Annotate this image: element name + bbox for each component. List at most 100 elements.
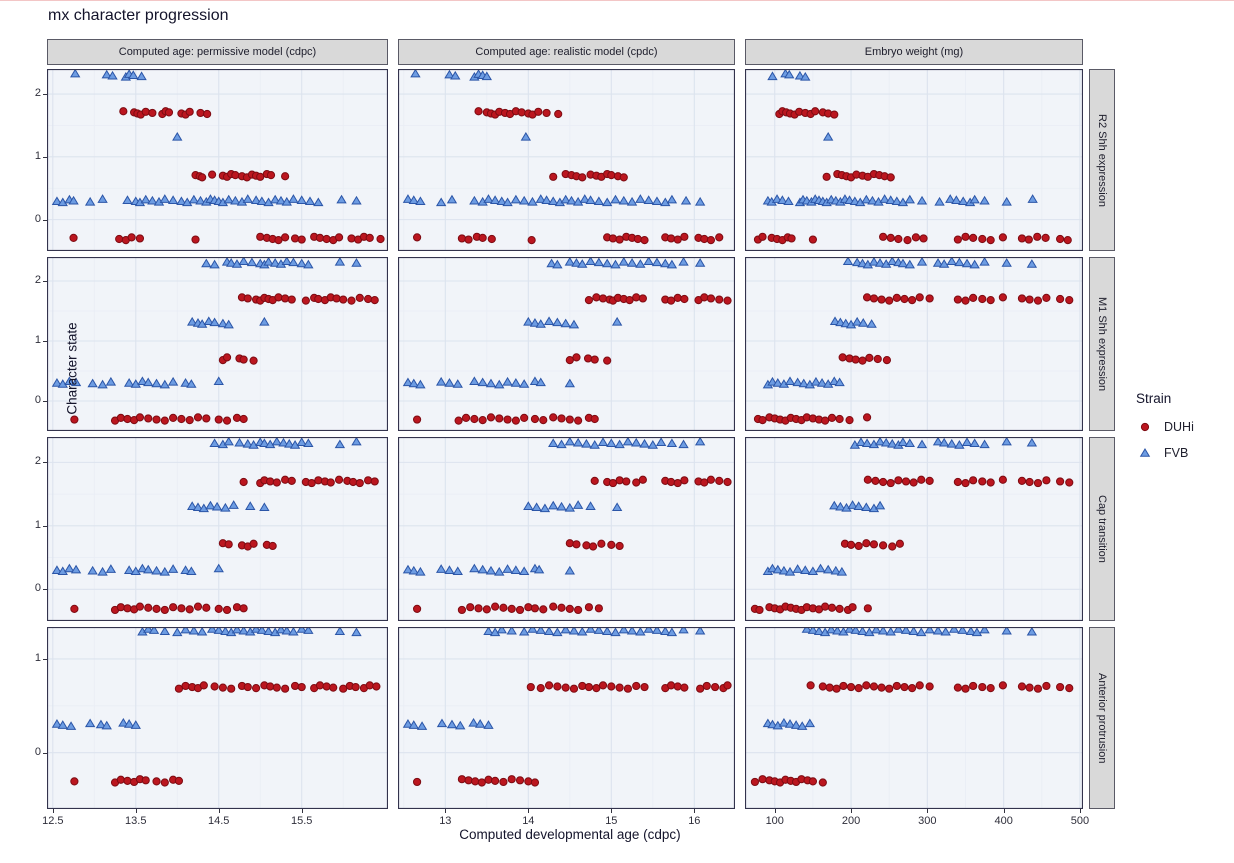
data-point-duhi: [986, 684, 995, 693]
data-point-fvb: [783, 196, 794, 206]
data-point-duhi: [835, 604, 844, 613]
data-point-fvb: [334, 257, 346, 266]
data-point-fvb: [518, 627, 530, 636]
data-point-duhi: [827, 603, 837, 612]
data-point-fvb: [568, 627, 580, 635]
data-point-duhi: [886, 233, 895, 242]
data-point-fvb: [614, 439, 625, 449]
data-point-duhi: [287, 476, 296, 485]
data-point-duhi: [917, 475, 926, 484]
data-point-duhi: [144, 603, 153, 612]
data-point-duhi: [615, 541, 624, 551]
data-point-fvb: [610, 259, 621, 269]
data-point-duhi: [365, 681, 374, 690]
x-tick-label: 13: [439, 815, 452, 827]
data-point-duhi: [478, 233, 487, 242]
data-point-duhi: [619, 173, 628, 182]
data-point-duhi: [218, 683, 227, 692]
data-point-fvb: [581, 438, 592, 448]
data-point-fvb: [303, 259, 314, 269]
data-point-duhi: [862, 681, 871, 690]
data-point-fvb: [851, 316, 863, 326]
data-point-duhi: [978, 477, 987, 486]
data-point-fvb: [296, 627, 307, 633]
data-point-duhi: [1033, 232, 1042, 241]
data-point-fvb: [835, 501, 846, 511]
data-point-fvb: [256, 196, 268, 206]
data-point-duhi: [266, 171, 276, 180]
data-point-fvb: [469, 195, 480, 205]
data-point-duhi: [582, 541, 591, 550]
data-point-fvb: [101, 69, 112, 79]
data-point-fvb: [211, 501, 223, 511]
facet-panel-r1-c2: [745, 257, 1083, 431]
data-point-duhi: [907, 296, 917, 305]
data-point-fvb: [231, 627, 243, 634]
facet-panel-r0-c2: [745, 69, 1083, 251]
data-point-duhi: [347, 296, 356, 305]
data-point-fvb: [250, 627, 262, 633]
data-point-fvb: [87, 378, 98, 388]
data-point-fvb: [916, 627, 927, 637]
data-point-duhi: [700, 478, 709, 487]
data-point-duhi: [185, 605, 194, 614]
data-point-duhi: [594, 604, 603, 613]
data-point-fvb: [651, 196, 663, 206]
data-point-fvb: [560, 318, 571, 328]
data-point-fvb: [871, 627, 882, 634]
data-point-duhi: [123, 604, 132, 613]
data-point-fvb: [351, 258, 362, 267]
data-point-duhi: [116, 775, 125, 784]
data-point-duhi: [507, 775, 516, 784]
data-point-duhi: [412, 604, 422, 613]
data-point-fvb: [95, 719, 107, 729]
y-tick-label: 0: [34, 582, 41, 595]
legend-entries: DUHi FVB: [1136, 420, 1194, 460]
data-point-fvb: [234, 437, 245, 447]
data-point-fvb: [829, 376, 840, 386]
data-point-duhi: [895, 539, 904, 548]
data-point-duhi: [477, 778, 486, 787]
data-point-fvb: [159, 194, 170, 203]
data-point-fvb: [288, 257, 299, 267]
data-point-fvb: [334, 439, 346, 449]
data-point-fvb: [238, 627, 249, 635]
data-point-duhi: [715, 476, 724, 485]
data-point-duhi: [723, 477, 732, 487]
data-point-duhi: [597, 539, 606, 548]
data-point-fvb: [415, 566, 426, 576]
data-point-fvb: [1026, 627, 1038, 636]
data-point-fvb: [635, 627, 646, 636]
data-point-duhi: [1065, 478, 1074, 487]
data-point-fvb: [518, 195, 530, 205]
data-point-duhi: [787, 234, 796, 243]
data-point-duhi: [553, 682, 562, 691]
data-point-fvb: [877, 627, 889, 635]
data-point-duhi: [329, 683, 338, 692]
data-point-fvb: [137, 376, 148, 386]
data-point-fvb: [979, 257, 990, 266]
data-point-duhi: [119, 107, 128, 116]
data-point-fvb: [861, 194, 872, 204]
data-point-duhi: [347, 234, 356, 243]
data-point-fvb: [51, 196, 63, 206]
data-point-duhi: [583, 354, 593, 363]
legend-entry-duhi: DUHi: [1136, 420, 1194, 434]
data-point-fvb: [87, 565, 98, 575]
x-tick-label: 14: [522, 815, 535, 827]
data-point-fvb: [767, 71, 778, 81]
data-point-duhi: [894, 234, 903, 244]
data-point-fvb: [946, 257, 957, 266]
data-point-duhi: [584, 603, 594, 612]
data-point-duhi: [135, 234, 145, 243]
data-point-fvb: [908, 627, 919, 636]
data-point-duhi: [892, 293, 901, 303]
data-point-duhi: [877, 683, 886, 692]
data-point-duhi: [592, 684, 601, 693]
data-point-fvb: [84, 196, 96, 206]
x-tick-label: 200: [841, 815, 861, 827]
data-point-duhi: [474, 107, 483, 116]
data-point-duhi: [1017, 682, 1027, 691]
data-point-fvb: [678, 257, 689, 266]
data-point-fvb: [84, 718, 96, 728]
